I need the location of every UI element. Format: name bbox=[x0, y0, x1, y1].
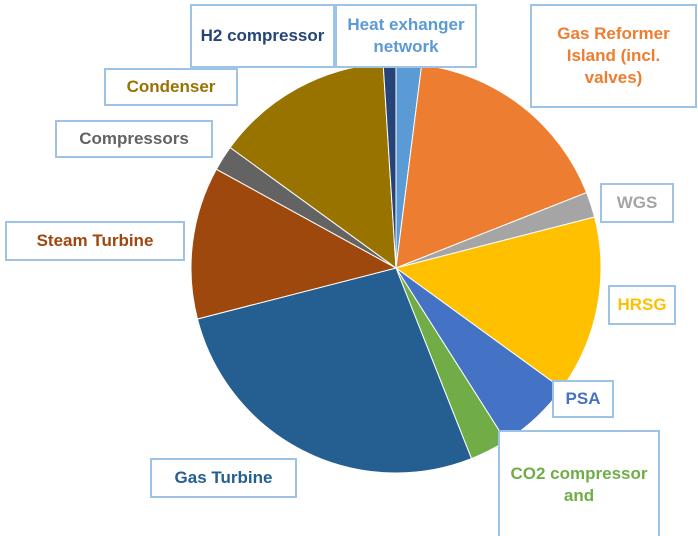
data-label: H2 compressor bbox=[190, 4, 335, 68]
data-label: Compressors bbox=[55, 120, 213, 158]
pie-slice bbox=[395, 64, 588, 269]
data-label: Gas Reformer Island (incl. valves) bbox=[530, 4, 697, 108]
pie-slice bbox=[394, 216, 602, 390]
pie-slice bbox=[196, 267, 473, 474]
data-label: WGS bbox=[600, 183, 674, 223]
data-label: HRSG bbox=[608, 285, 676, 325]
data-label: Condenser bbox=[104, 68, 238, 106]
data-label: Steam Turbine bbox=[5, 221, 185, 261]
data-label: PSA bbox=[552, 380, 614, 418]
data-label: CO2 compressor and bbox=[498, 430, 660, 536]
data-label: Heat exhanger network bbox=[335, 4, 477, 68]
data-label: Gas Turbine bbox=[150, 458, 297, 498]
pie-slice bbox=[190, 168, 398, 320]
